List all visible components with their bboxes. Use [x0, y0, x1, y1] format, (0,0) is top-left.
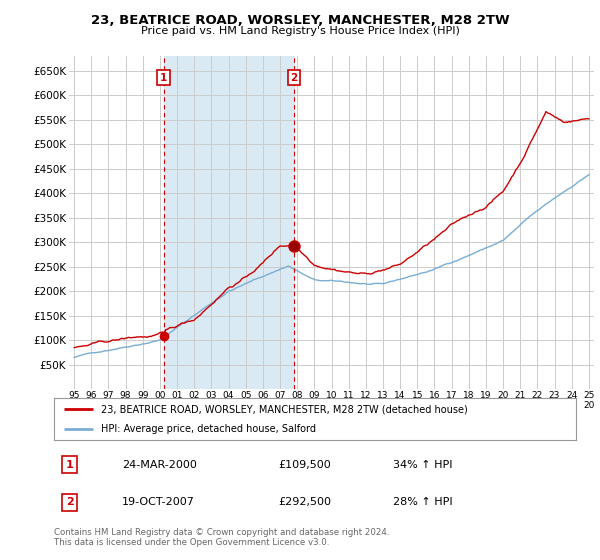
- Text: 2: 2: [66, 497, 74, 507]
- Text: 34% ↑ HPI: 34% ↑ HPI: [394, 460, 453, 470]
- Text: 24-MAR-2000: 24-MAR-2000: [122, 460, 197, 470]
- Text: £109,500: £109,500: [278, 460, 331, 470]
- Text: Contains HM Land Registry data © Crown copyright and database right 2024.
This d: Contains HM Land Registry data © Crown c…: [54, 528, 389, 547]
- Text: HPI: Average price, detached house, Salford: HPI: Average price, detached house, Salf…: [101, 424, 316, 434]
- Text: Price paid vs. HM Land Registry's House Price Index (HPI): Price paid vs. HM Land Registry's House …: [140, 26, 460, 36]
- Bar: [164, 56, 294, 389]
- Text: 23, BEATRICE ROAD, WORSLEY, MANCHESTER, M28 2TW (detached house): 23, BEATRICE ROAD, WORSLEY, MANCHESTER, …: [101, 404, 468, 414]
- Text: 1: 1: [66, 460, 74, 470]
- Text: 23, BEATRICE ROAD, WORSLEY, MANCHESTER, M28 2TW: 23, BEATRICE ROAD, WORSLEY, MANCHESTER, …: [91, 14, 509, 27]
- Text: £292,500: £292,500: [278, 497, 331, 507]
- Text: 28% ↑ HPI: 28% ↑ HPI: [394, 497, 453, 507]
- Text: 2: 2: [290, 73, 298, 83]
- Text: 19-OCT-2007: 19-OCT-2007: [122, 497, 195, 507]
- Text: 1: 1: [160, 73, 167, 83]
